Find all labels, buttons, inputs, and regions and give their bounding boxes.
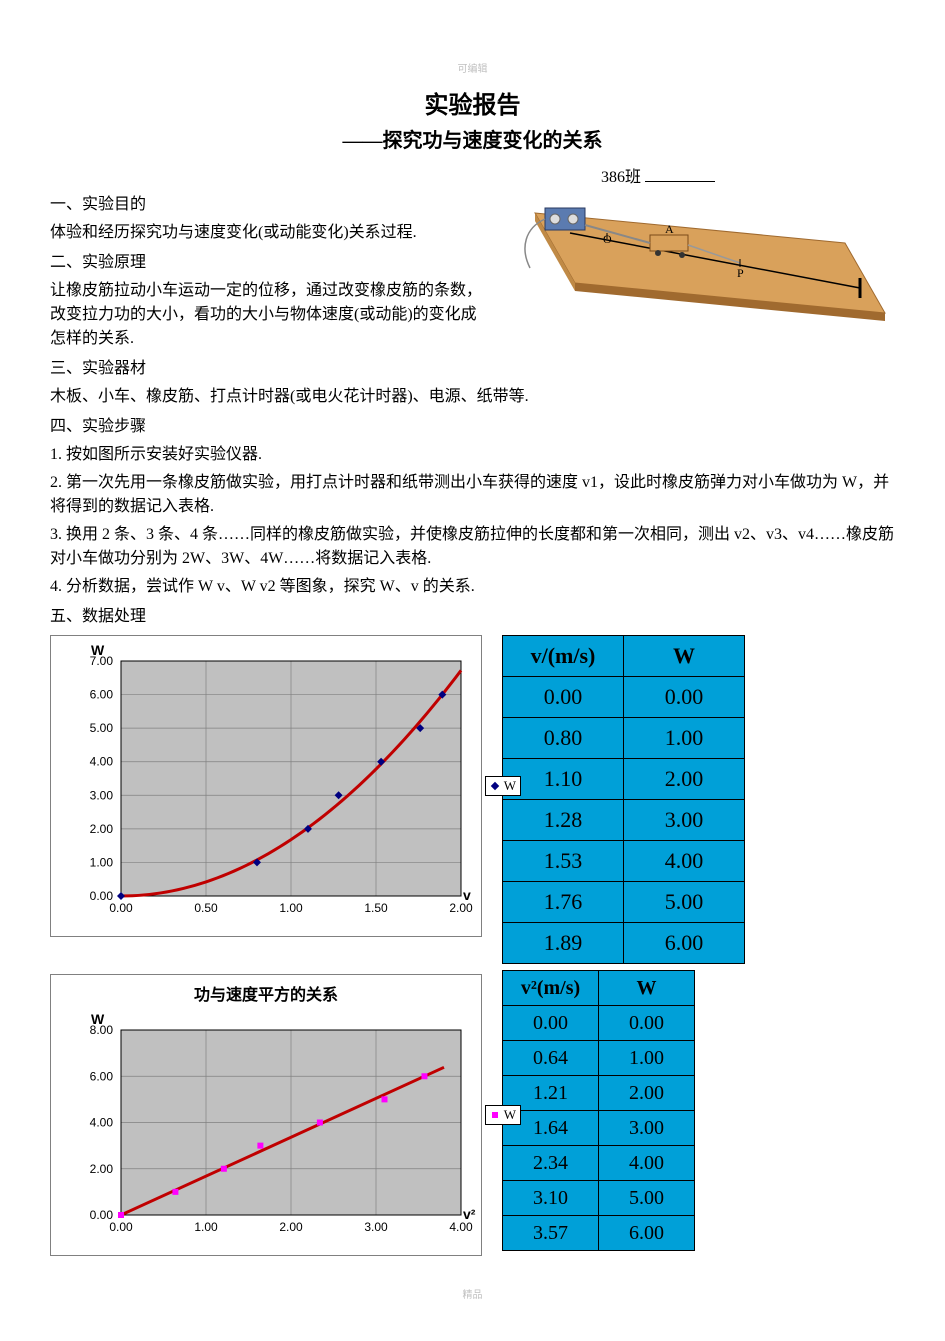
table-cell: 3.57 bbox=[503, 1216, 599, 1251]
svg-text:1.50: 1.50 bbox=[364, 901, 388, 915]
svg-text:3.00: 3.00 bbox=[364, 1220, 388, 1234]
svg-text:1.00: 1.00 bbox=[90, 855, 114, 869]
page-title: 实验报告 bbox=[50, 85, 895, 120]
table-v2-w: v²(m/s) W 0.000.000.641.001.212.001.643.… bbox=[502, 970, 695, 1251]
page-subtitle: ——探究功与速度变化的关系 bbox=[50, 124, 895, 153]
svg-text:W: W bbox=[91, 1011, 105, 1027]
s2-body: 让橡皮筋拉动小车运动一定的位移，通过改变橡皮筋的条数，改变拉力功的大小，看功的大… bbox=[50, 279, 490, 351]
page-header-small: 可编辑 bbox=[50, 60, 895, 75]
svg-text:1.00: 1.00 bbox=[194, 1220, 218, 1234]
table-cell: 1.53 bbox=[503, 841, 624, 882]
chart2-legend-label: W bbox=[504, 1107, 516, 1123]
table-cell: 1.00 bbox=[599, 1041, 695, 1076]
s4-title: 四、实验步骤 bbox=[50, 415, 895, 439]
table-cell: 5.00 bbox=[624, 882, 745, 923]
chart-w-v2: 功与速度平方的关系 0.002.004.006.008.000.001.002.… bbox=[50, 974, 482, 1256]
chart2-title: 功与速度平方的关系 bbox=[51, 975, 481, 1005]
table-cell: 1.00 bbox=[624, 718, 745, 759]
svg-text:v²: v² bbox=[463, 1206, 476, 1222]
svg-text:1.00: 1.00 bbox=[279, 901, 303, 915]
svg-text:2.00: 2.00 bbox=[90, 822, 114, 836]
label-a: A bbox=[665, 222, 674, 236]
table-cell: 2.00 bbox=[599, 1076, 695, 1111]
table-cell: 3.10 bbox=[503, 1181, 599, 1216]
table-cell: 0.64 bbox=[503, 1041, 599, 1076]
row-chart2: 功与速度平方的关系 0.002.004.006.008.000.001.002.… bbox=[50, 970, 895, 1256]
table-cell: 0.00 bbox=[599, 1006, 695, 1041]
table-cell: 0.00 bbox=[503, 1006, 599, 1041]
chart-w-v: 0.001.002.003.004.005.006.007.000.000.50… bbox=[50, 635, 482, 937]
chart2-svg: 0.002.004.006.008.000.001.002.003.004.00… bbox=[51, 1005, 481, 1255]
chart1-svg: 0.001.002.003.004.005.006.007.000.000.50… bbox=[51, 636, 481, 936]
svg-text:2.00: 2.00 bbox=[449, 901, 473, 915]
s4-step1: 1. 按如图所示安装好实验仪器. bbox=[50, 443, 895, 467]
apparatus-diagram: O A P bbox=[515, 173, 895, 323]
chart1-legend-label: W bbox=[504, 778, 516, 794]
table-cell: 2.00 bbox=[624, 759, 745, 800]
svg-text:2.00: 2.00 bbox=[90, 1162, 114, 1176]
page-footer: 精品 bbox=[50, 1286, 895, 1301]
table-cell: 5.00 bbox=[599, 1181, 695, 1216]
table-cell: 0.00 bbox=[503, 677, 624, 718]
svg-text:6.00: 6.00 bbox=[90, 688, 114, 702]
svg-text:4.00: 4.00 bbox=[90, 1116, 114, 1130]
label-p: P bbox=[737, 266, 744, 280]
svg-text:W: W bbox=[91, 642, 105, 658]
s4-step2: 2. 第一次先用一条橡皮筋做实验，用打点计时器和纸带测出小车获得的速度 v1，设… bbox=[50, 471, 895, 519]
table-cell: 3.00 bbox=[599, 1111, 695, 1146]
top-block: 386班 O A P 一、实验目的 体验和经历探究功与速度变化(或动能 bbox=[50, 163, 895, 629]
t2-h1: W bbox=[599, 971, 695, 1006]
chart1-legend: W bbox=[485, 776, 521, 796]
table-cell: 2.34 bbox=[503, 1146, 599, 1181]
s3-body: 木板、小车、橡皮筋、打点计时器(或电火花计时器)、电源、纸带等. bbox=[50, 385, 895, 409]
table-cell: 3.00 bbox=[624, 800, 745, 841]
table-cell: 4.00 bbox=[624, 841, 745, 882]
s4-step3: 3. 换用 2 条、3 条、4 条……同样的橡皮筋做实验，并使橡皮筋拉伸的长度都… bbox=[50, 523, 895, 571]
table-cell: 4.00 bbox=[599, 1146, 695, 1181]
svg-text:v: v bbox=[463, 887, 471, 903]
t1-h0: v/(m/s) bbox=[503, 636, 624, 677]
s5-title: 五、数据处理 bbox=[50, 605, 895, 629]
table-cell: 1.76 bbox=[503, 882, 624, 923]
svg-text:4.00: 4.00 bbox=[90, 755, 114, 769]
svg-text:0.00: 0.00 bbox=[109, 901, 133, 915]
chart2-legend: W bbox=[485, 1105, 521, 1125]
t1-h1: W bbox=[624, 636, 745, 677]
svg-text:0.50: 0.50 bbox=[194, 901, 218, 915]
table-cell: 0.00 bbox=[624, 677, 745, 718]
table-cell: 1.28 bbox=[503, 800, 624, 841]
table-cell: 0.80 bbox=[503, 718, 624, 759]
svg-text:3.00: 3.00 bbox=[90, 788, 114, 802]
s4-step4: 4. 分析数据，尝试作 W v、W v2 等图象，探究 W、v 的关系. bbox=[50, 575, 895, 599]
svg-text:0.00: 0.00 bbox=[109, 1220, 133, 1234]
s3-title: 三、实验器材 bbox=[50, 357, 895, 381]
row-chart1: 0.001.002.003.004.005.006.007.000.000.50… bbox=[50, 635, 895, 964]
svg-text:5.00: 5.00 bbox=[90, 721, 114, 735]
table-v-w: v/(m/s) W 0.000.000.801.001.102.001.283.… bbox=[502, 635, 745, 964]
table-cell: 1.89 bbox=[503, 923, 624, 964]
svg-text:6.00: 6.00 bbox=[90, 1069, 114, 1083]
table-cell: 6.00 bbox=[624, 923, 745, 964]
svg-text:4.00: 4.00 bbox=[449, 1220, 473, 1234]
svg-text:2.00: 2.00 bbox=[279, 1220, 303, 1234]
t2-h0: v²(m/s) bbox=[503, 971, 599, 1006]
table-cell: 6.00 bbox=[599, 1216, 695, 1251]
